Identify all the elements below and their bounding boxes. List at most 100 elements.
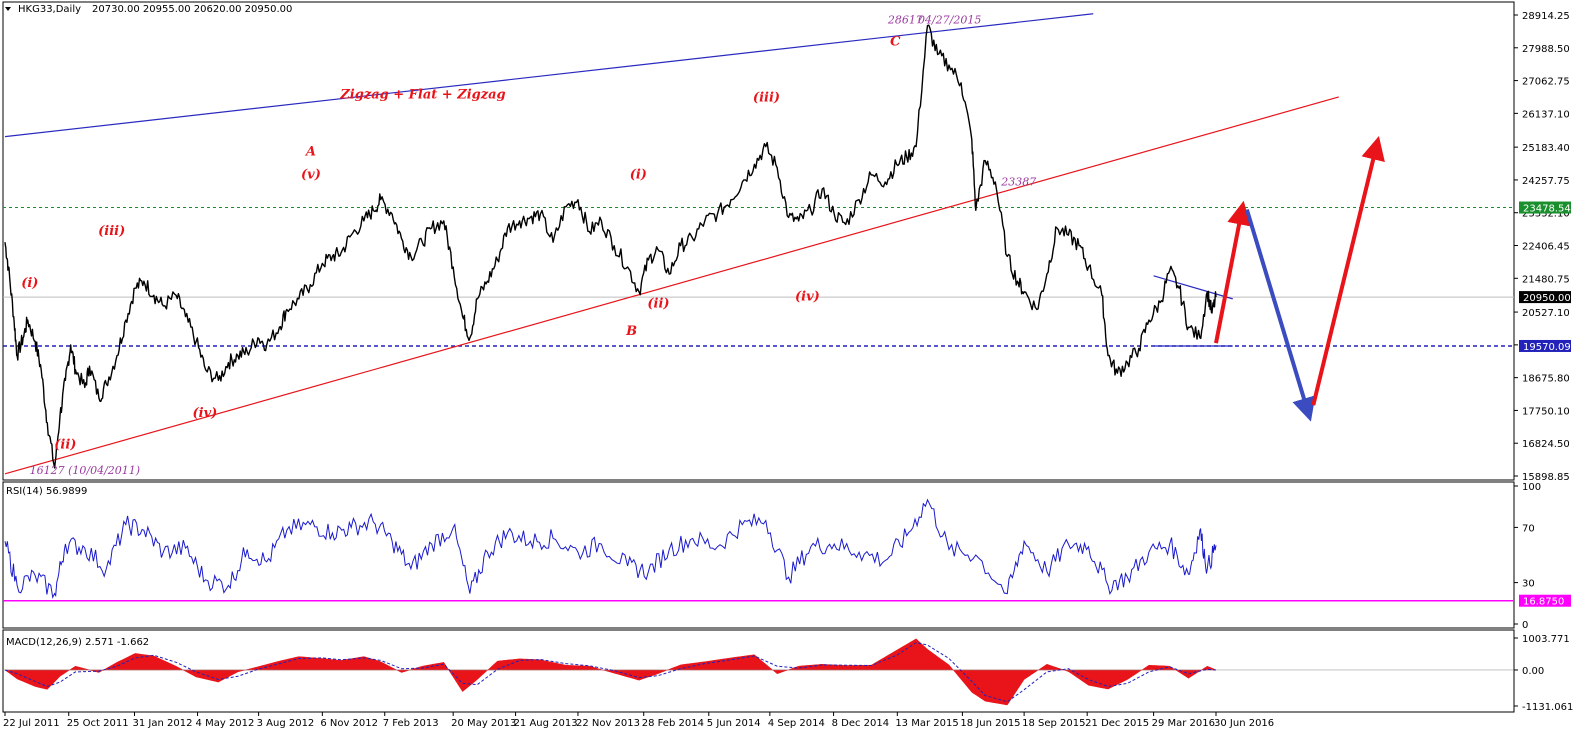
price-y-tick-label: 27988.50 [1522, 44, 1570, 55]
price-frame [2, 1, 1515, 481]
price-tag-box [1519, 201, 1571, 214]
header-triangle-icon[interactable] [5, 7, 11, 11]
x-tick-label: 7 Feb 2013 [383, 718, 439, 729]
wave-label: (i) [21, 276, 38, 291]
x-tick-label: 18 Jun 2015 [960, 718, 1020, 729]
price-y-tick-label: 22406.45 [1522, 242, 1570, 253]
x-tick-label: 4 May 2012 [196, 718, 255, 729]
x-tick-label: 13 Mar 2015 [895, 718, 958, 729]
rsi-panel: 100 70 30 0 16.8750 RSI(14) 56.9899 [3, 482, 1571, 631]
price-tag-label: 20950.00 [1523, 293, 1571, 304]
rsi-level-tag [1519, 594, 1571, 607]
forecast-arrow [1244, 209, 1316, 422]
price-tag-box [1519, 291, 1571, 304]
x-axis: 22 Jul 2011 25 Oct 2011 31 Jan 2012 4 May 2… [3, 712, 1274, 729]
x-tick-label: 8 Dec 2014 [832, 718, 890, 729]
price-y-tick-label: 20527.10 [1522, 308, 1570, 319]
x-tick-label: 18 Sep 2015 [1022, 718, 1085, 729]
x-tick-label: 22 Nov 2013 [576, 718, 640, 729]
price-tag-label: 19570.09 [1523, 342, 1571, 353]
macd-frame [2, 629, 1515, 713]
x-tick-label: 21 Dec 2015 [1085, 718, 1149, 729]
price-y-tick-label: 28914.25 [1522, 11, 1570, 22]
price-axis: 28914.25 27988.50 27062.75 26137.10 25183.40… [1514, 11, 1570, 483]
x-tick-label: 3 Aug 2012 [257, 718, 315, 729]
price-horizontal-lines [3, 207, 1514, 347]
rsi-axis: 100 70 30 0 16.8750 [3, 482, 1571, 631]
x-tick-label: 22 Jul 2011 [3, 718, 60, 729]
wave-label: A [304, 144, 316, 159]
price-y-tick-label: 25183.40 [1522, 143, 1570, 154]
price-y-tick-label: 15898.85 [1522, 472, 1570, 483]
price-y-tick-label: 17750.10 [1522, 406, 1570, 417]
wave-annotations: Zigzag + Flat + Zigzag (i) (ii) (iii) (iv) (v… [21, 13, 1036, 477]
chart-header-ohlc: 20730.00 20955.00 20620.00 20950.00 [92, 4, 292, 15]
price-tag: 19570.09 [1519, 339, 1571, 353]
rsi-y-tick-label: 0 [1522, 620, 1528, 631]
macd-panel: 1003.771 0.00 -1131.061 MACD(12,26,9) 2.57… [3, 634, 1573, 713]
x-tick-label: 31 Jan 2012 [132, 718, 192, 729]
wave-label: (iv) [795, 290, 820, 305]
x-tick-label: 6 Nov 2012 [320, 718, 378, 729]
rsi-line [4, 498, 1217, 599]
wave-label: (i) [630, 167, 647, 182]
rsi-y-tick-label: 70 [1522, 523, 1535, 534]
macd-signal-line [4, 642, 1217, 703]
price-tag-box [1519, 339, 1571, 352]
wave-label: (iii) [753, 91, 780, 106]
rsi-y-tick-label: 30 [1522, 579, 1535, 590]
price-y-tick-label: 26137.10 [1522, 109, 1570, 120]
wave-label: 16127 (10/04/2011) [30, 464, 140, 477]
wave-label: Zigzag + Flat + Zigzag [339, 87, 505, 102]
price-tag: 23478.54 [1519, 201, 1571, 215]
chart-header-symbol: HKG33,Daily [18, 4, 81, 15]
macd-histogram [4, 638, 1217, 706]
price-tag: 20950.00 [1519, 291, 1571, 304]
wave-label: (ii) [54, 437, 76, 452]
wave-label: 23387 [1000, 176, 1036, 189]
macd-y-tick-label: 0.00 [1522, 666, 1544, 677]
x-tick-label: 21 Aug 2013 [514, 718, 578, 729]
panel-frames [2, 1, 1515, 713]
rsi-y-tick-label: 100 [1522, 482, 1541, 493]
x-tick-label: 29 Mar 2016 [1152, 718, 1215, 729]
x-tick-label: 5 Jun 2014 [707, 718, 761, 729]
price-y-tick-label: 18675.80 [1522, 374, 1570, 385]
macd-y-tick-label: 1003.771 [1522, 634, 1570, 645]
wave-label: B [625, 324, 637, 339]
macd-axis: 1003.771 0.00 -1131.061 [1514, 634, 1573, 713]
wave-label: (iii) [98, 224, 125, 239]
x-tick-label: 30 Jun 2016 [1214, 718, 1274, 729]
rsi-label: RSI(14) 56.9899 [6, 486, 87, 497]
price-tag-label: 23478.54 [1523, 204, 1571, 215]
rsi-frame [2, 481, 1515, 629]
price-y-tick-label: 23332.10 [1522, 209, 1570, 220]
price-y-tick-label: 21480.75 [1522, 274, 1570, 285]
price-y-tick-label: 27062.75 [1522, 77, 1570, 88]
rsi-series [4, 498, 1217, 599]
trendline [4, 13, 1094, 138]
wave-label: C [890, 34, 901, 49]
price-panel: 28914.25 27988.50 27062.75 26137.10 25183.40… [3, 4, 1571, 483]
trendline [1153, 275, 1233, 300]
wave-label: (iv) [193, 406, 218, 421]
forecast-arrows [1214, 135, 1385, 422]
wave-label: 04/27/2015 [918, 13, 981, 26]
x-tick-label: 4 Sep 2014 [768, 718, 825, 729]
trendline [4, 96, 1339, 475]
trendlines [4, 13, 1339, 475]
price-tags: 23478.54 20950.00 19570.09 [1519, 201, 1571, 353]
wave-label: (ii) [647, 297, 669, 312]
rsi-level-label: 16.8750 [1523, 597, 1564, 608]
forecast-arrow [1214, 200, 1251, 344]
price-y-tick-label: 24257.75 [1522, 176, 1570, 187]
macd-series [3, 638, 1514, 706]
forecast-arrow [1311, 135, 1385, 406]
macd-label: MACD(12,26,9) 2.571 -1.662 [6, 637, 149, 648]
price-y-tick-label: 16824.50 [1522, 439, 1570, 450]
price-series [4, 24, 1217, 469]
price-line [4, 24, 1217, 469]
x-tick-label: 20 May 2013 [451, 718, 516, 729]
